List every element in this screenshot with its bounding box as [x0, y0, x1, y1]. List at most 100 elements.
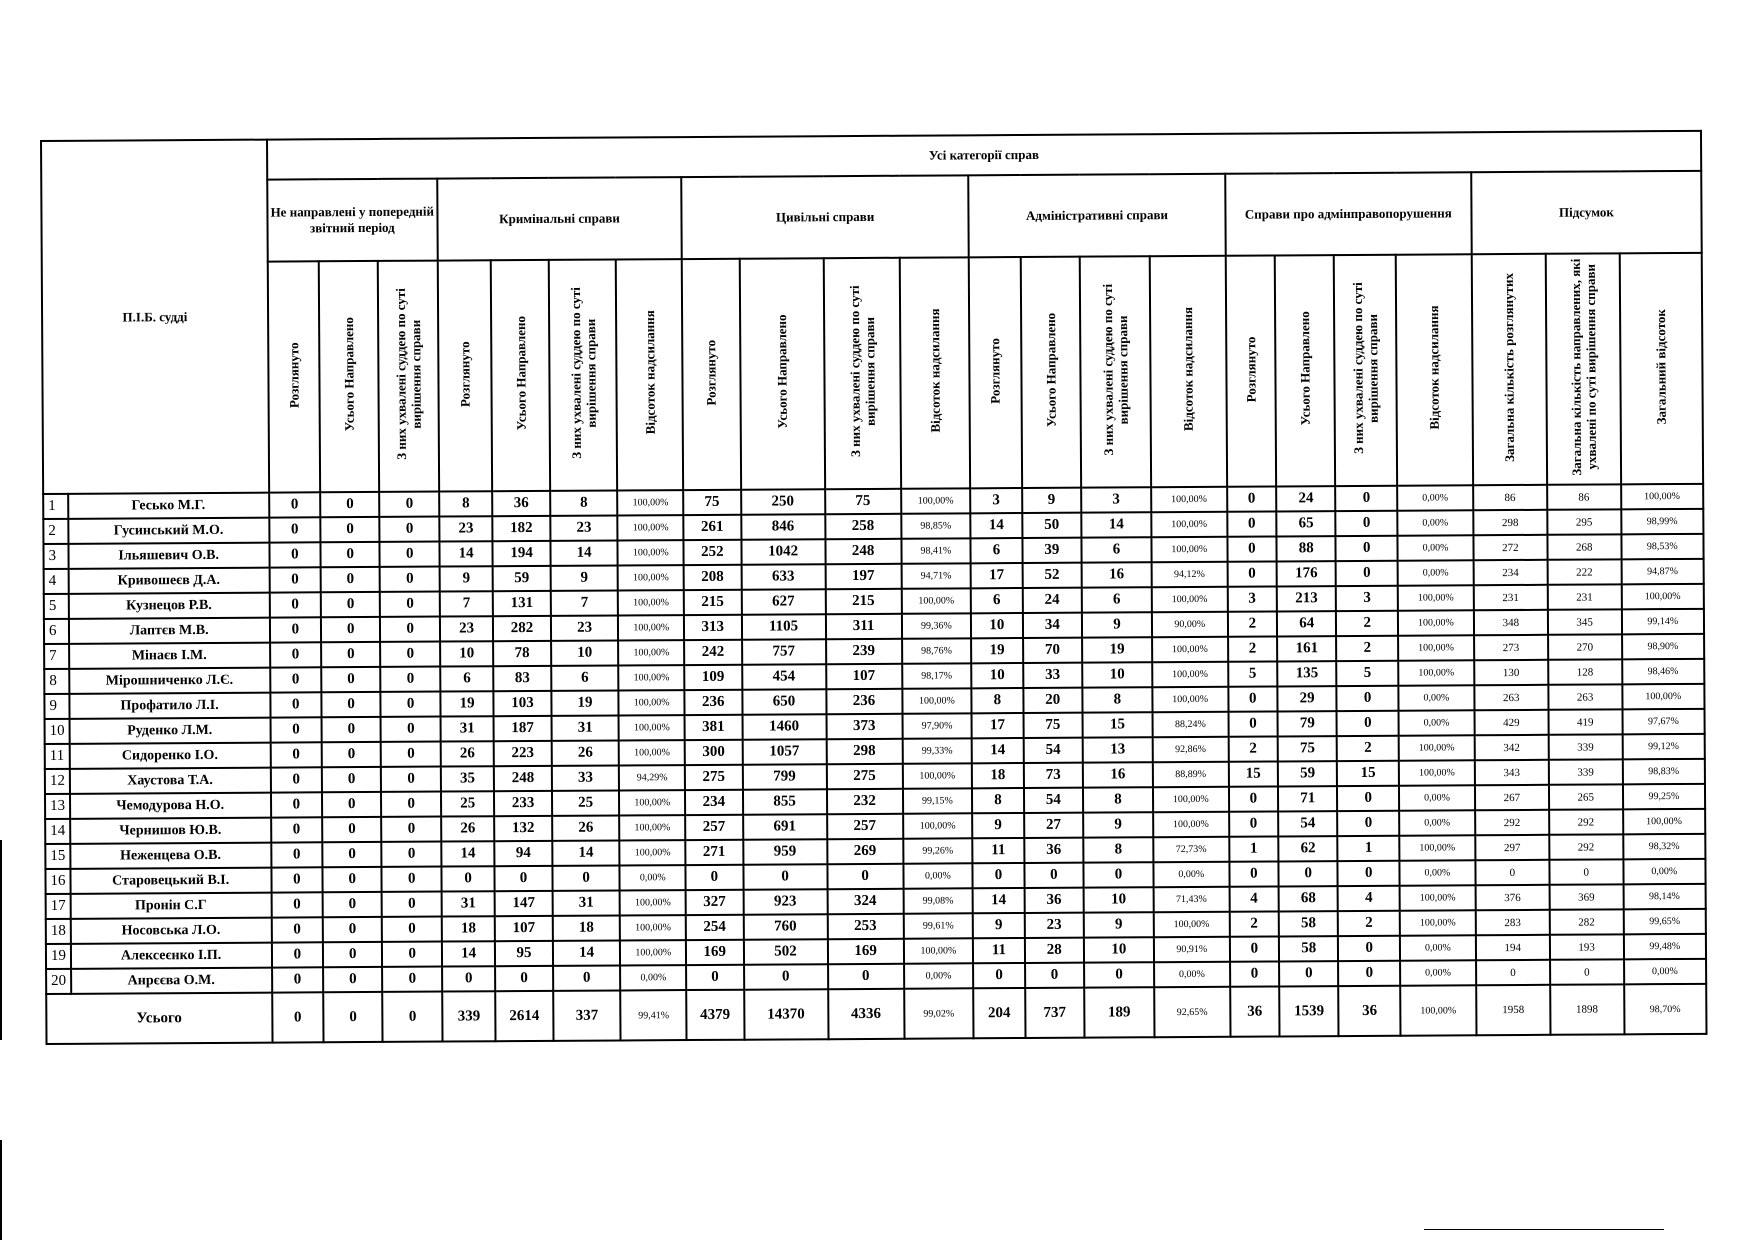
- value-cell: 0: [1549, 959, 1624, 985]
- percent-cell: 100,00%: [619, 815, 686, 841]
- value-cell: 193: [1549, 934, 1624, 960]
- value-cell: 757: [741, 639, 826, 665]
- value-cell: 95: [495, 940, 553, 967]
- value-cell: 31: [440, 716, 494, 742]
- percent-cell: 97,67%: [1622, 708, 1705, 735]
- value-cell: 88: [1276, 536, 1337, 562]
- row-number: 14: [45, 818, 70, 844]
- value-cell: 0: [322, 816, 382, 843]
- value-cell: 923: [743, 889, 828, 915]
- total-value-cell: 0: [271, 992, 324, 1043]
- percent-cell: 90,91%: [1153, 936, 1230, 963]
- value-cell: 78: [493, 640, 551, 667]
- value-cell: 194: [1475, 934, 1550, 961]
- percent-cell: 0,00%: [1399, 935, 1476, 961]
- value-cell: 0: [380, 566, 440, 592]
- value-cell: 25: [440, 791, 495, 817]
- value-cell: 0: [269, 667, 322, 693]
- row-number: 11: [44, 743, 70, 769]
- value-cell: 0: [269, 617, 322, 643]
- total-value-cell: 737: [1024, 987, 1085, 1038]
- percent-cell: 0,00%: [1398, 785, 1476, 811]
- percent-cell: 100,00%: [1399, 835, 1476, 861]
- judge-name: Хаустова Т.А.: [69, 767, 271, 794]
- value-cell: 58: [1278, 936, 1339, 962]
- value-cell: 0: [380, 716, 441, 742]
- value-cell: 54: [1023, 787, 1084, 814]
- value-cell: 107: [825, 663, 902, 690]
- value-cell: 0: [1549, 859, 1624, 885]
- value-cell: 3: [1227, 586, 1277, 612]
- value-cell: 18: [552, 915, 621, 941]
- value-cell: 0: [686, 964, 744, 991]
- value-cell: 0: [1278, 961, 1339, 987]
- value-cell: 0: [321, 741, 382, 768]
- value-cell: 0: [320, 541, 381, 568]
- percent-cell: 100,00%: [1150, 486, 1228, 513]
- value-cell: 0: [1023, 862, 1084, 889]
- value-cell: 75: [824, 488, 901, 515]
- value-cell: 0: [742, 864, 828, 890]
- judge-name: Кузнецов Р.В.: [68, 592, 270, 619]
- column-header-label: З них ухвалені суддею по суті вирішення …: [1099, 284, 1131, 456]
- total-value-cell: 1958: [1476, 984, 1551, 1036]
- percent-cell: 100,00%: [1622, 808, 1706, 835]
- percent-cell: 99,14%: [1621, 608, 1705, 635]
- value-cell: 0: [1084, 962, 1155, 988]
- value-cell: 17: [970, 563, 1023, 589]
- percent-cell: 99,15%: [902, 788, 973, 814]
- value-cell: 234: [1473, 559, 1548, 586]
- column-header-label: Усього Направлено: [774, 314, 790, 430]
- value-cell: 0: [271, 867, 323, 893]
- value-cell: 0: [379, 516, 440, 542]
- row-number: 10: [44, 718, 70, 744]
- judge-name: Руденко Л.М.: [69, 717, 271, 744]
- value-cell: 26: [441, 816, 495, 842]
- value-cell: 33: [1022, 662, 1083, 689]
- column-header-label: Відсоток надсилання: [926, 308, 943, 434]
- column-header: Розглянуто: [1225, 255, 1277, 487]
- percent-cell: 100,00%: [1398, 660, 1475, 686]
- judge-name: Мірошниченко Л.Є.: [68, 667, 271, 694]
- total-value-cell: 2614: [495, 990, 554, 1042]
- percent-cell: 100,00%: [618, 590, 684, 616]
- value-cell: 169: [827, 938, 904, 965]
- value-cell: 627: [741, 589, 826, 615]
- value-cell: 1: [1228, 836, 1279, 862]
- value-cell: 8: [1083, 837, 1154, 863]
- value-cell: 0: [321, 791, 382, 818]
- value-cell: 65: [1276, 511, 1336, 537]
- value-cell: 0: [269, 542, 321, 568]
- value-cell: 1460: [742, 714, 827, 740]
- value-cell: 0: [379, 541, 440, 567]
- value-cell: 257: [826, 813, 903, 840]
- value-cell: 271: [685, 839, 743, 866]
- value-cell: 283: [1475, 909, 1550, 936]
- value-cell: 19: [1082, 637, 1153, 663]
- value-cell: 31: [551, 715, 620, 741]
- percent-cell: 99,08%: [903, 888, 974, 914]
- value-cell: 959: [742, 839, 828, 865]
- percent-cell: 98,76%: [901, 638, 972, 664]
- row-number: 7: [44, 643, 69, 669]
- value-cell: 19: [440, 691, 494, 717]
- value-cell: 9: [439, 566, 494, 592]
- value-cell: 0: [1338, 935, 1401, 962]
- value-cell: 0: [1335, 535, 1398, 562]
- value-cell: 300: [684, 739, 743, 766]
- percent-cell: 98,90%: [1621, 633, 1705, 660]
- total-value-cell: 204: [973, 988, 1026, 1039]
- value-cell: 27: [1023, 812, 1084, 839]
- value-cell: 0: [381, 841, 442, 867]
- value-cell: 0: [320, 491, 380, 518]
- value-cell: 9: [973, 913, 1025, 939]
- percent-cell: 99,12%: [1622, 733, 1705, 760]
- column-header: З них ухвалені суддею по суті вирішення …: [1334, 254, 1398, 487]
- value-cell: 0: [270, 767, 322, 793]
- total-percent-cell: 98,70%: [1623, 983, 1707, 1035]
- value-cell: 297: [1475, 834, 1550, 861]
- value-cell: 0: [321, 666, 381, 693]
- row-number: 3: [43, 543, 69, 569]
- value-cell: 376: [1475, 884, 1550, 911]
- percent-cell: 100,00%: [1398, 760, 1475, 786]
